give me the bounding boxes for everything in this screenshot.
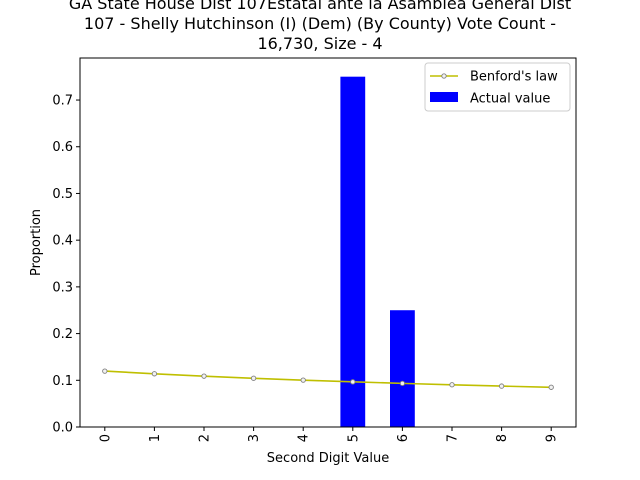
benford-point-0 [102, 368, 108, 374]
bar-digit-6 [390, 310, 415, 427]
x-tick-label: 1 [148, 434, 163, 442]
benford-point-1 [151, 371, 158, 377]
chart-title: GA State House Dist 107Estatal ante la A… [69, 0, 571, 53]
legend-bar-swatch [430, 92, 458, 102]
y-tick-label: 0.3 [52, 280, 73, 295]
x-tick-label: 3 [247, 434, 262, 442]
benford-series [102, 368, 554, 390]
benford-point-2 [201, 373, 207, 379]
benford-point-4 [300, 377, 306, 383]
x-tick-label: 7 [446, 434, 461, 442]
chart-title-line: 16,730, Size - 4 [257, 34, 382, 53]
y-tick-label: 0.7 [52, 94, 73, 109]
benford-point-8 [498, 383, 505, 389]
benford-line [104, 370, 552, 389]
benford-point-9 [548, 384, 554, 390]
x-tick-label: 8 [495, 434, 510, 442]
x-tick-label: 2 [198, 434, 213, 442]
legend-marker-swatch [441, 73, 447, 79]
x-axis: 0 1 2 3 4 5 6 7 8 9 [98, 427, 560, 442]
legend-label-actual: Actual value [470, 92, 550, 107]
y-tick-label: 0.5 [52, 187, 73, 202]
y-tick-label: 0.0 [52, 421, 73, 436]
bars [340, 76, 415, 428]
legend-box [424, 62, 571, 112]
benford-point-6 [399, 380, 406, 387]
x-tick-label: 6 [396, 434, 411, 442]
y-tick-label: 0.1 [52, 374, 73, 389]
x-axis-label: Second Digit Value [267, 451, 389, 466]
y-tick-label: 0.2 [52, 327, 73, 342]
x-tick-label: 0 [98, 434, 113, 442]
chart-title-line: GA State House Dist 107Estatal ante la A… [69, 0, 571, 13]
legend: Benford's law Actual value [424, 62, 571, 112]
y-tick-label: 0.6 [52, 140, 73, 155]
y-tick-label: 0.4 [52, 234, 73, 249]
bar-digit-5 [340, 76, 366, 428]
chart-title-line: 107 - Shelly Hutchinson (I) (Dem) (By Co… [84, 14, 556, 33]
y-axis: 0.0 0.1 0.2 0.3 0.4 0.5 0.6 0.7 [52, 94, 80, 436]
x-tick-label: 4 [297, 434, 312, 442]
legend-label-benford: Benford's law [470, 70, 558, 85]
x-tick-label: 9 [545, 434, 560, 442]
benford-point-5 [350, 379, 356, 385]
benford-point-3 [250, 375, 257, 381]
plot-frame [79, 57, 577, 428]
y-axis-label: Proportion [29, 209, 44, 276]
benford-point-7 [449, 382, 455, 388]
x-tick-label: 5 [346, 434, 361, 442]
